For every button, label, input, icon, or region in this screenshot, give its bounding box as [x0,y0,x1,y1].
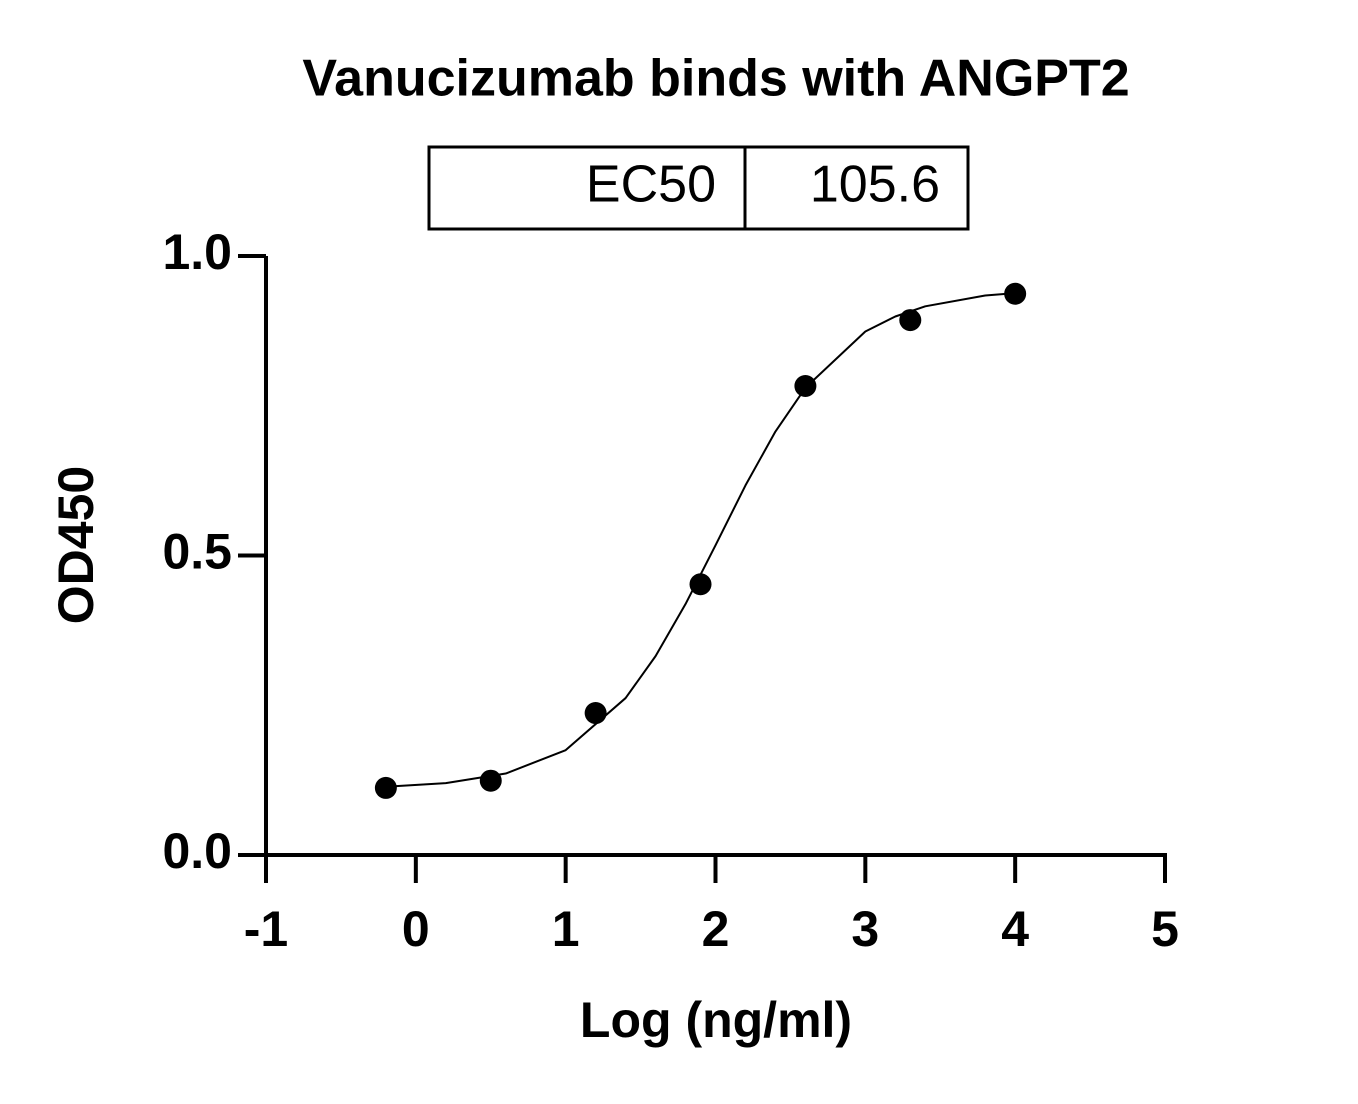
data-point [374,776,397,799]
x-tick-label: 0 [402,901,430,957]
y-tick-label: 0.5 [162,524,232,580]
y-tick-label: 0.0 [162,823,232,879]
ec50-value: 105.6 [810,156,940,214]
x-tick-label: 5 [1151,901,1179,957]
ec50-box [427,145,970,231]
x-tick-label: 2 [702,901,730,957]
data-point [584,702,607,725]
data-point [479,769,502,792]
chart-title: Vanucizumab binds with ANGPT2 [302,50,1129,108]
ec50-label: EC50 [586,156,716,214]
fit-curve [385,292,1016,788]
x-axis-label: Log (ng/ml) [580,992,852,1048]
x-tick-label: -1 [244,901,288,957]
x-tick-label: 1 [552,901,580,957]
data-point [689,573,712,596]
y-tick-label: 1.0 [162,224,232,280]
x-tick-label: 4 [1001,901,1029,957]
data-point [794,374,817,397]
data-point [899,309,922,332]
x-tick-label: 3 [851,901,879,957]
y-axis-label: OD450 [48,466,104,624]
